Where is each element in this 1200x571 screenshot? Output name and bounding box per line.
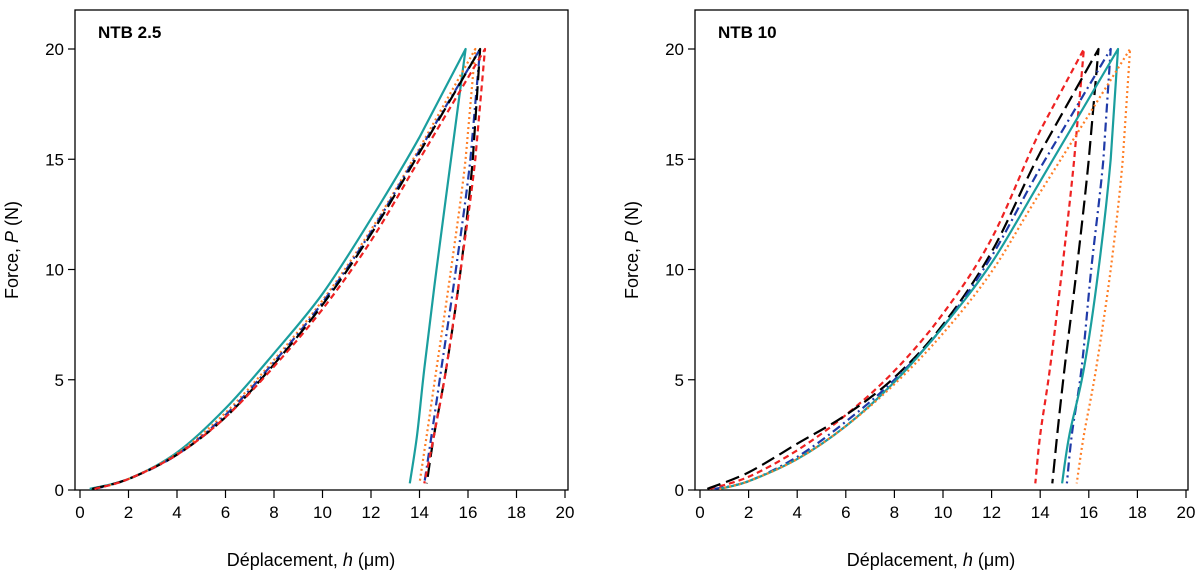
series-line-3 [94, 47, 482, 490]
x-tick-label: 4 [792, 503, 801, 522]
axis-ticks: 0 2 4 6 8 10 12 14 16 18 20 0 5 10 15 20 [665, 40, 1195, 522]
series-line-4 [91, 47, 482, 490]
x-tick-label: 20 [556, 503, 575, 522]
x-tick-label: 6 [841, 503, 850, 522]
x-tick-label: 14 [410, 503, 429, 522]
x-tick-label: 18 [1128, 503, 1147, 522]
series-line-2 [94, 47, 477, 490]
x-tick-label: 12 [362, 503, 381, 522]
series-group [706, 47, 1132, 490]
x-tick-label: 0 [75, 503, 84, 522]
x-tick-label: 2 [124, 503, 133, 522]
x-tick-label: 20 [1177, 503, 1196, 522]
y-axis-title: Force, P (N) [2, 201, 22, 299]
series-line-5 [719, 47, 1132, 490]
series-line-4 [719, 47, 1120, 490]
chart-panel-ntb-10: NTB 10 0 2 4 6 8 10 12 14 16 18 20 0 5 10 15 20 Déplace… [622, 9, 1195, 570]
x-tick-label: 16 [459, 503, 478, 522]
y-tick-label: 5 [55, 371, 64, 390]
x-tick-label: 10 [313, 503, 332, 522]
series-line-1 [89, 47, 467, 490]
x-tick-label: 4 [172, 503, 181, 522]
y-tick-label: 0 [55, 481, 64, 500]
x-tick-label: 6 [221, 503, 230, 522]
panel-title: NTB 10 [718, 23, 777, 42]
x-tick-label: 2 [744, 503, 753, 522]
series-line-3 [714, 47, 1112, 490]
x-tick-label: 14 [1031, 503, 1050, 522]
y-axis-title: Force, P (N) [622, 201, 642, 299]
plot-frame [74, 9, 569, 491]
x-axis-title: Déplacement, h (μm) [847, 550, 1015, 570]
plot-frame [694, 9, 1189, 491]
y-tick-label: 15 [45, 150, 64, 169]
panel-title: NTB 2.5 [98, 23, 161, 42]
x-tick-label: 8 [890, 503, 899, 522]
x-tick-label: 12 [982, 503, 1001, 522]
y-tick-label: 10 [665, 261, 684, 280]
x-tick-label: 0 [695, 503, 704, 522]
x-tick-label: 16 [1079, 503, 1098, 522]
x-tick-label: 18 [507, 503, 526, 522]
series-line-2 [706, 47, 1100, 490]
series-line-5 [94, 47, 487, 490]
chart-panel-ntb-2-5: NTB 2.5 0 2 4 6 8 10 12 14 16 18 20 0 5 10 15 20 Déplac… [2, 9, 574, 570]
x-tick-label: 10 [934, 503, 953, 522]
y-tick-label: 15 [665, 150, 684, 169]
axis-ticks: 0 2 4 6 8 10 12 14 16 18 20 0 5 10 15 20 [45, 40, 574, 522]
y-tick-label: 20 [45, 40, 64, 59]
series-group [89, 47, 487, 490]
series-line-1 [709, 47, 1085, 490]
x-tick-label: 8 [269, 503, 278, 522]
y-tick-label: 5 [675, 371, 684, 390]
y-tick-label: 0 [675, 481, 684, 500]
y-tick-label: 10 [45, 261, 64, 280]
y-tick-label: 20 [665, 40, 684, 59]
x-axis-title: Déplacement, h (μm) [227, 550, 395, 570]
